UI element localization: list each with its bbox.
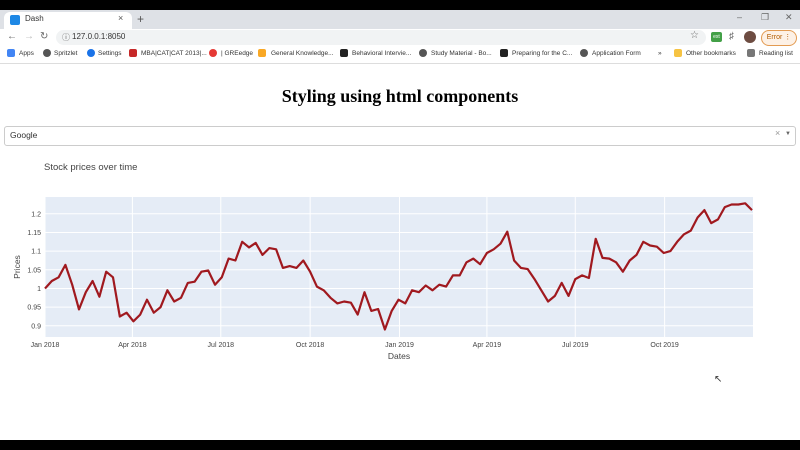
- bookmark-mba[interactable]: MBA|CAT|CAT 2013|...: [141, 50, 207, 57]
- minimize-icon[interactable]: –: [737, 12, 743, 22]
- x-tick-label: Jul 2019: [562, 342, 589, 349]
- y-tick-label: 0.95: [27, 305, 41, 312]
- y-tick-label: 1.2: [31, 211, 41, 218]
- reading-list-icon: [747, 49, 755, 57]
- x-tick-label: Apr 2018: [118, 342, 147, 349]
- avatar[interactable]: [744, 31, 756, 43]
- y-tick-label: 1: [37, 286, 41, 293]
- y-tick-label: 1.05: [27, 267, 41, 274]
- bookmark-application-form[interactable]: Application Form: [592, 50, 641, 57]
- stock-price-chart[interactable]: Jan 2018 Apr 2018 Jul 2018 Oct 2018 Jan 2019…: [0, 180, 800, 370]
- bookmark-behavioral[interactable]: Behavioral Intervie...: [352, 50, 412, 57]
- company-dropdown[interactable]: [4, 126, 796, 146]
- x-tick-label: Oct 2019: [650, 342, 679, 349]
- page-title: Styling using html components: [281, 86, 519, 106]
- bookmark-apps[interactable]: Apps: [19, 50, 34, 57]
- bookmark-spritzlet[interactable]: Spritzlet: [54, 50, 78, 57]
- y-tick-label: 1.1: [31, 249, 41, 256]
- dash-favicon-icon: [10, 15, 20, 25]
- url-text: 127.0.0.1:8050: [72, 32, 126, 41]
- mba-icon: [129, 49, 137, 57]
- d-icon: [500, 49, 508, 57]
- mouse-cursor-icon: ↖: [714, 374, 723, 385]
- x-tick-label: Jan 2018: [31, 342, 60, 349]
- chart-title: Stock prices over time: [44, 162, 138, 173]
- bookmark-preparing[interactable]: Preparing for the C...: [512, 50, 573, 57]
- restore-icon[interactable]: ❐: [761, 12, 770, 22]
- bookmark-settings[interactable]: Settings: [98, 50, 122, 57]
- price-line: [44, 202, 753, 331]
- info-icon[interactable]: ⓘ: [62, 33, 70, 42]
- folder-icon: [674, 49, 682, 57]
- error-button[interactable]: Error ⋮: [761, 30, 797, 46]
- reload-icon[interactable]: ↻: [40, 31, 49, 42]
- x-tick-label: Apr 2019: [473, 342, 502, 349]
- other-bookmarks[interactable]: Other bookmarks: [686, 50, 736, 57]
- y-tick-label: 0.9: [31, 323, 41, 330]
- error-label: Error: [766, 34, 783, 41]
- back-icon[interactable]: ←: [7, 31, 17, 42]
- x-tick-label: Oct 2018: [296, 342, 325, 349]
- globe-icon: [419, 49, 427, 57]
- y-tick-label: 1.15: [27, 230, 41, 237]
- tab-title: Dash: [25, 14, 44, 23]
- x-axis-label: Dates: [388, 351, 410, 361]
- bookmarks-bar: [0, 46, 800, 64]
- bookmark-greedge[interactable]: | GREedge: [221, 50, 254, 57]
- extension-icon[interactable]: ext: [711, 32, 722, 42]
- tab-strip: [0, 10, 800, 29]
- bookmarks-overflow-icon[interactable]: »: [658, 50, 662, 57]
- bookmark-general-knowledge[interactable]: General Knowledge...: [271, 50, 334, 57]
- window-close-icon[interactable]: ✕: [785, 12, 793, 22]
- new-tab-button[interactable]: +: [137, 12, 145, 26]
- address-bar[interactable]: [56, 30, 706, 45]
- d-icon: [340, 49, 348, 57]
- dropdown-selected-value: Google: [10, 130, 38, 140]
- browser-tab[interactable]: [4, 12, 132, 29]
- chevron-down-icon[interactable]: ▼: [785, 131, 791, 137]
- reading-list[interactable]: Reading list: [759, 50, 793, 57]
- x-tick-label: Jul 2018: [208, 342, 235, 349]
- globe-icon: [580, 49, 588, 57]
- globe-icon: [43, 49, 51, 57]
- gear-icon: [87, 49, 95, 57]
- gk-icon: [258, 49, 266, 57]
- bottom-black-bar: [0, 440, 800, 450]
- forward-icon[interactable]: →: [24, 31, 34, 42]
- bookmark-star-icon[interactable]: ☆: [690, 30, 699, 41]
- top-black-bar: [0, 0, 800, 10]
- greedge-icon: [209, 49, 217, 57]
- apps-icon: [7, 49, 15, 57]
- tab-close-icon[interactable]: ×: [118, 13, 124, 23]
- y-axis-label: Prices: [12, 255, 22, 279]
- clear-icon[interactable]: ×: [775, 128, 781, 138]
- bookmark-study-material[interactable]: Study Material - Bo...: [431, 50, 492, 57]
- x-tick-label: Jan 2019: [385, 342, 414, 349]
- puzzle-icon[interactable]: ♯: [729, 31, 734, 42]
